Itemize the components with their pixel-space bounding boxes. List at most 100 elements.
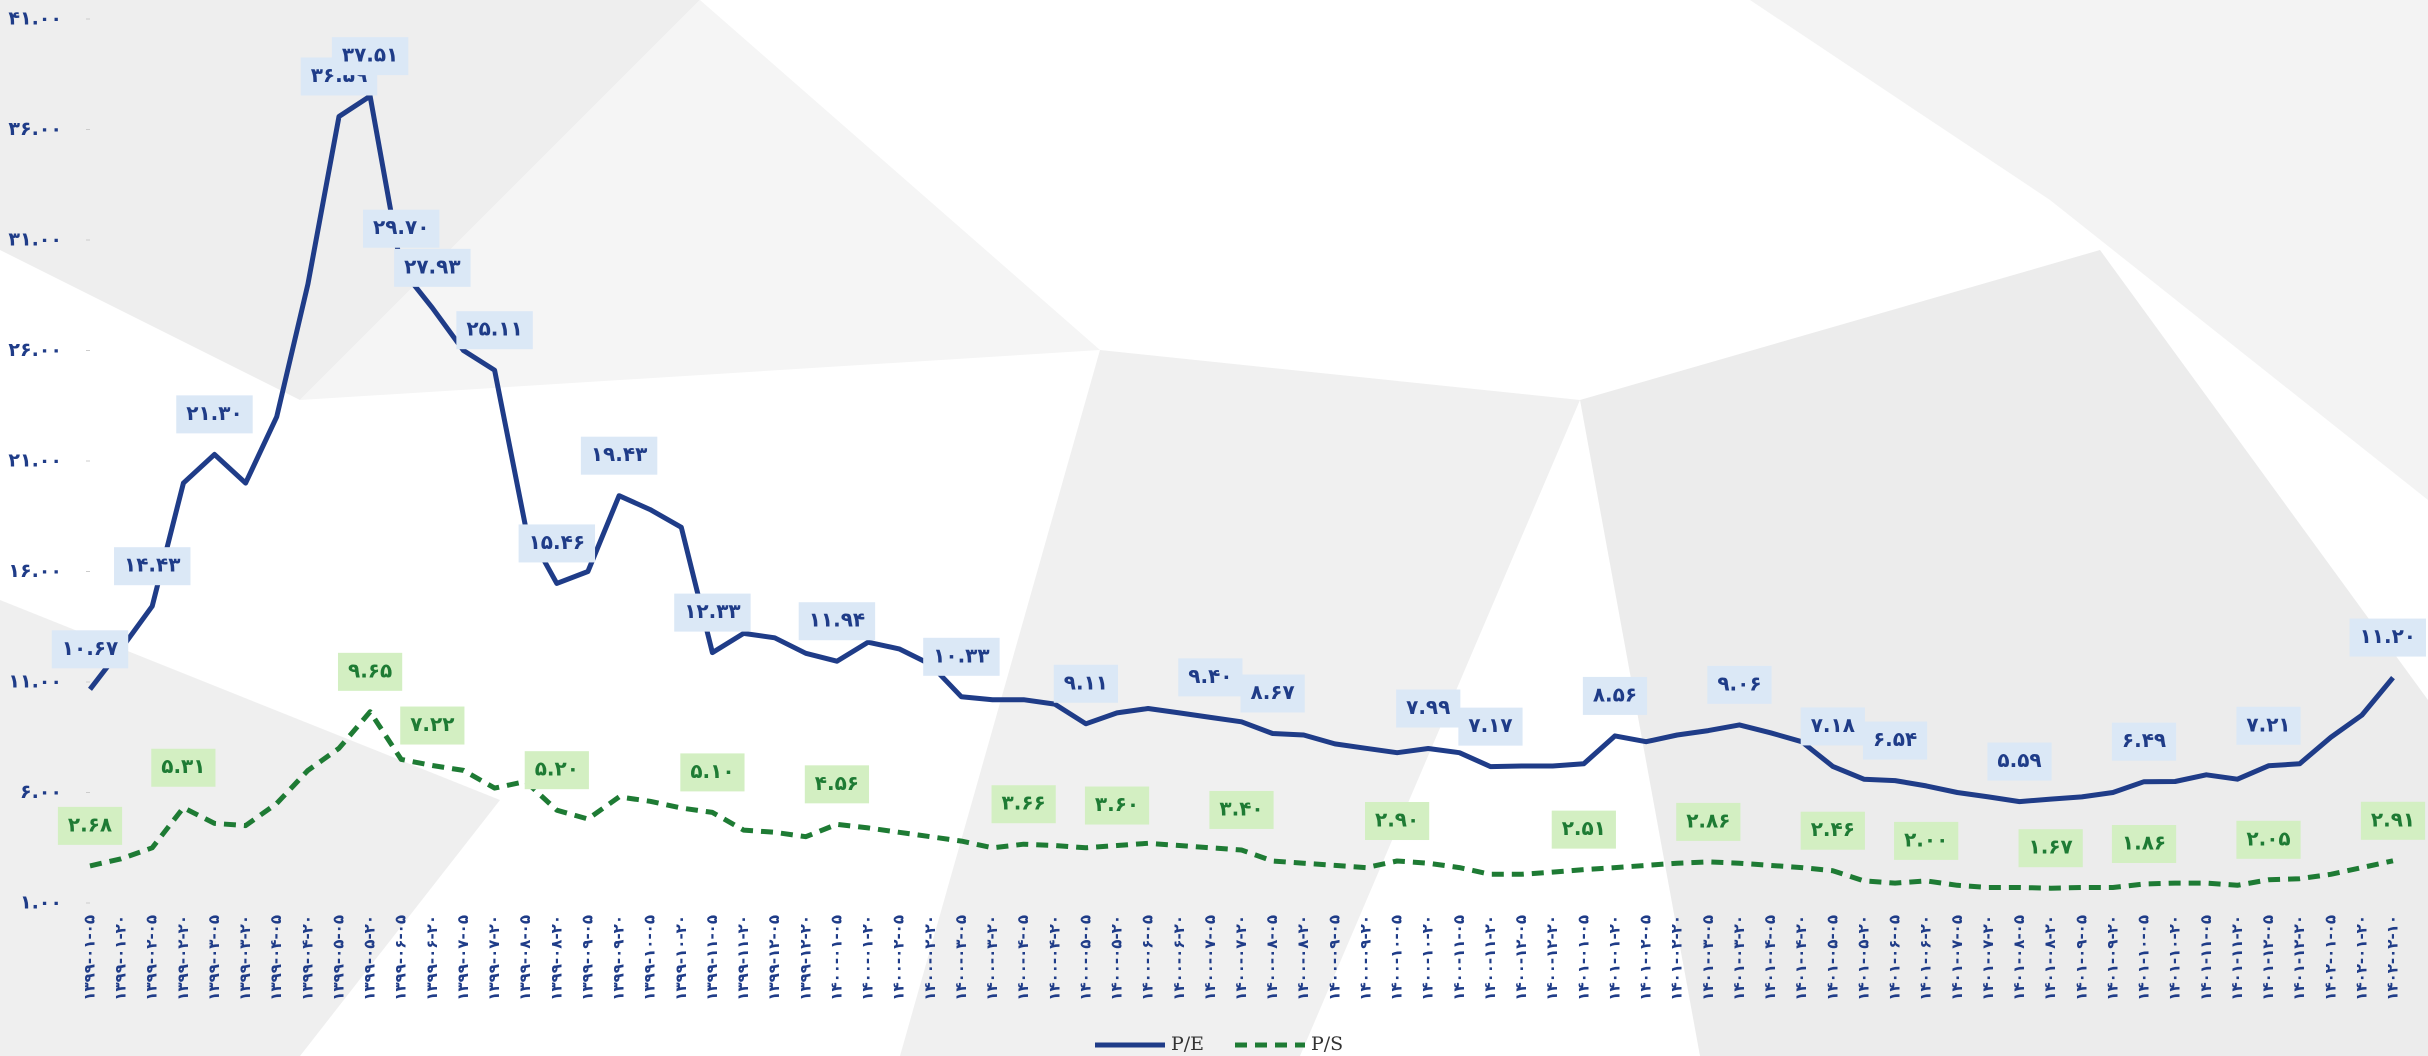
x-tick-label: ۱۴۰۰-۰۷-۲۰: [1232, 915, 1250, 1001]
x-tick-label: ۱۴۰۱-۱۲-۰۵: [2259, 915, 2277, 1001]
data-label: ۱۰.۳۳: [923, 637, 1000, 676]
data-label: ۷.۱۸: [1811, 713, 1855, 737]
data-label-box: [400, 706, 465, 745]
data-label-box: [1396, 689, 1461, 728]
x-tick-label: ۱۳۹۹-۰۵-۲۰: [361, 915, 379, 1001]
x-tick-label: ۱۳۹۹-۰۱-۲۰: [112, 915, 130, 1001]
data-label: ۶.۴۹: [2111, 722, 2177, 761]
data-label: ۱۱.۲۰: [2349, 618, 2426, 657]
data-label: ۴.۵۶: [815, 771, 859, 795]
x-tick-label: ۱۴۰۰-۰۸-۰۵: [1263, 915, 1281, 1001]
x-tick-label: ۱۴۰۱-۰۹-۰۵: [2072, 915, 2090, 1001]
data-label: ۱.۸۶: [2111, 824, 2177, 863]
data-label: ۹.۶۵: [348, 658, 392, 682]
data-label-box: [1862, 721, 1928, 760]
x-tick-label: ۱۴۰۱-۱۲-۲۰: [2290, 915, 2308, 1001]
x-tick-label: ۱۴۰۱-۰۳-۲۰: [1730, 915, 1748, 1001]
y-tick-label: ۱۶.۰۰: [8, 560, 62, 582]
data-label: ۴.۵۶: [804, 765, 870, 804]
data-label: ۵.۲۰: [524, 751, 589, 790]
data-label: ۲.۶۸: [57, 806, 123, 845]
data-label: ۹.۱۱: [1064, 670, 1108, 694]
data-label-box: [798, 602, 876, 641]
x-tick-label: ۱۳۹۹-۰۹-۲۰: [610, 915, 628, 1001]
data-label: ۱۰.۳۳: [933, 643, 989, 667]
x-tick-label: ۱۴۰۱-۰۶-۰۵: [1886, 915, 1904, 1001]
y-tick-label: ۱.۰۰: [20, 892, 62, 914]
x-tick-label: ۱۴۰۲-۰۲-۱۰: [2384, 915, 2402, 1001]
x-tick-label: ۱۳۹۹-۰۵-۰۵: [329, 915, 347, 1001]
x-tick-label: ۱۴۰۰-۰۵-۲۰: [1108, 915, 1126, 1001]
data-label: ۱۹.۴۳: [591, 442, 647, 466]
x-tick-label: ۱۴۰۲-۰۱-۰۵: [2321, 915, 2339, 1001]
y-tick-label: ۶.۰۰: [20, 781, 62, 803]
data-label-box: [518, 524, 596, 563]
data-label: ۲.۹۱: [2360, 801, 2426, 840]
x-tick-label: ۱۴۰۱-۱۱-۰۵: [2197, 915, 2215, 1001]
data-label: ۶.۵۴: [1862, 721, 1928, 760]
data-label-box: [580, 436, 658, 475]
x-tick-label: ۱۴۰۰-۰۳-۰۵: [952, 915, 970, 1001]
x-tick-label: ۱۴۰۱-۰۷-۲۰: [1979, 915, 1997, 1001]
data-label-box: [2360, 801, 2426, 840]
data-label: ۲.۹۱: [2371, 807, 2415, 831]
data-label-box: [1084, 786, 1150, 825]
data-label: ۹.۰۶: [1717, 671, 1761, 695]
data-label-box: [1582, 676, 1648, 715]
data-label: ۲.۸۶: [1686, 808, 1730, 832]
x-tick-label: ۱۴۰۱-۰۱-۰۵: [1574, 915, 1592, 1001]
data-label: ۱.۶۷: [2018, 829, 2083, 868]
x-tick-label: ۱۳۹۹-۰۱-۰۵: [81, 915, 99, 1001]
data-label: ۳.۴۰: [1219, 796, 1263, 820]
x-tick-label: ۱۴۰۰-۰۶-۲۰: [1170, 915, 1188, 1001]
data-label: ۵.۳۱: [161, 754, 205, 778]
y-tick-label: ۲۶.۰۰: [8, 339, 62, 361]
x-tick-label: ۱۴۰۱-۰۵-۲۰: [1854, 915, 1872, 1001]
data-label: ۳.۶۶: [991, 785, 1056, 824]
data-label-box: [1458, 707, 1523, 746]
data-label-box: [331, 37, 409, 76]
data-label: ۷.۹۹: [1406, 695, 1450, 719]
data-label: ۲.۹۰: [1364, 802, 1430, 841]
data-label: ۱۹.۴۳: [580, 436, 658, 475]
y-tick-label: ۴۱.۰۰: [8, 8, 62, 30]
y-tick-label: ۳۱.۰۰: [8, 229, 62, 251]
x-tick-label: ۱۳۹۹-۰۸-۰۵: [516, 915, 534, 1001]
data-label: ۱۰.۶۷: [51, 630, 129, 669]
data-label-box: [1364, 802, 1430, 841]
data-label: ۲۷.۹۳: [394, 248, 471, 287]
data-label: ۷.۲۲: [400, 706, 465, 745]
data-label-box: [1987, 742, 2052, 781]
data-label-box: [57, 806, 123, 845]
x-tick-label: ۱۴۰۱-۱۱-۲۰: [2228, 915, 2246, 1001]
data-label-box: [1707, 665, 1772, 704]
data-label: ۵.۲۰: [535, 757, 579, 781]
data-label: ۹.۶۵: [337, 652, 403, 691]
data-label: ۳.۶۰: [1095, 792, 1139, 816]
x-tick-label: ۱۳۹۹-۰۲-۲۰: [174, 915, 192, 1001]
data-label: ۱۲.۳۳: [684, 599, 740, 623]
x-tick-label: ۱۴۰۰-۰۹-۲۰: [1356, 915, 1374, 1001]
data-label: ۵.۵۹: [1987, 742, 2052, 781]
data-label: ۹.۴۰: [1178, 658, 1243, 697]
x-tick-label: ۱۴۰۰-۰۵-۰۵: [1076, 915, 1094, 1001]
x-tick-label: ۱۴۰۰-۱۰-۲۰: [1419, 915, 1437, 1001]
x-tick-label: ۱۴۰۱-۰۸-۰۵: [2010, 915, 2028, 1001]
data-label: ۸.۶۷: [1240, 674, 1305, 713]
data-label-box: [524, 751, 589, 790]
x-tick-label: ۱۳۹۹-۰۳-۰۵: [205, 915, 223, 1001]
series-line: [89, 709, 2394, 891]
x-tick-label: ۱۳۹۹-۱۲-۲۰: [796, 915, 814, 1001]
data-label-box: [456, 311, 533, 350]
data-label: ۱۴.۴۳: [114, 547, 191, 586]
data-label: ۱۵.۴۶: [529, 530, 585, 554]
x-tick-label: ۱۴۰۰-۰۷-۰۵: [1201, 915, 1219, 1001]
x-tick-label: ۱۴۰۰-۰۴-۲۰: [1045, 915, 1063, 1001]
x-tick-label: ۱۴۰۱-۰۱-۲۰: [1605, 915, 1623, 1001]
data-label: ۶.۵۴: [1873, 727, 1917, 751]
data-label-box: [1894, 821, 1959, 860]
x-tick-label: ۱۴۰۰-۰۲-۰۵: [890, 915, 908, 1001]
data-label: ۷.۱۸: [1800, 707, 1865, 746]
x-tick-label: ۱۴۰۰-۰۳-۲۰: [983, 915, 1001, 1001]
